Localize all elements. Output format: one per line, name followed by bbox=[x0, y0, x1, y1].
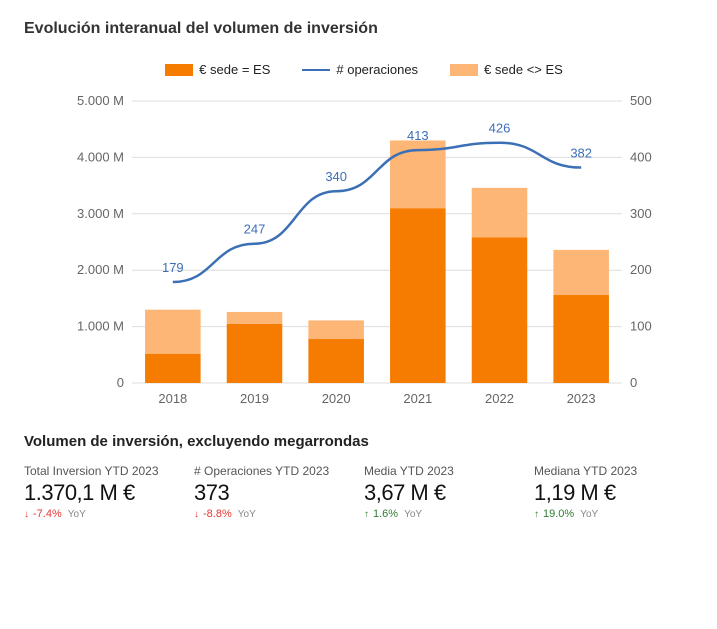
legend-label-ops: # operaciones bbox=[336, 62, 418, 77]
stat-change: ↑ 1.6% YoY bbox=[364, 508, 504, 520]
stat-label: Total Inversion YTD 2023 bbox=[24, 464, 164, 478]
stat-card: # Operaciones YTD 2023 373 ↓ -8.8% YoY bbox=[194, 464, 334, 520]
svg-text:100: 100 bbox=[630, 319, 652, 334]
page-title: Evolución interanual del volumen de inve… bbox=[24, 20, 693, 38]
ops-label: 413 bbox=[407, 128, 429, 143]
arrow-down-icon: ↓ bbox=[24, 509, 29, 520]
chart-legend: € sede = ES # operaciones € sede <> ES bbox=[54, 62, 674, 77]
stat-label: Mediana YTD 2023 bbox=[534, 464, 674, 478]
stat-label: # Operaciones YTD 2023 bbox=[194, 464, 334, 478]
stat-yoy: YoY bbox=[68, 509, 86, 520]
svg-text:200: 200 bbox=[630, 262, 652, 277]
stat-yoy: YoY bbox=[580, 509, 598, 520]
bar-noes bbox=[308, 320, 364, 339]
svg-text:1.000 M: 1.000 M bbox=[77, 319, 124, 334]
arrow-up-icon: ↑ bbox=[534, 509, 539, 520]
legend-swatch-ops bbox=[302, 69, 330, 71]
bar-es bbox=[390, 208, 446, 383]
stat-value: 3,67 M € bbox=[364, 480, 504, 506]
arrow-down-icon: ↓ bbox=[194, 509, 199, 520]
svg-text:3.000 M: 3.000 M bbox=[77, 206, 124, 221]
ops-label: 340 bbox=[325, 169, 347, 184]
svg-text:400: 400 bbox=[630, 149, 652, 164]
stat-change-pct: -7.4% bbox=[33, 508, 62, 520]
svg-text:2023: 2023 bbox=[567, 391, 596, 406]
subtitle: Volumen de inversión, excluyendo megarro… bbox=[24, 433, 693, 450]
stat-card: Media YTD 2023 3,67 M € ↑ 1.6% YoY bbox=[364, 464, 504, 520]
bar-noes bbox=[472, 188, 528, 238]
stat-change-pct: 19.0% bbox=[543, 508, 574, 520]
bar-noes bbox=[553, 250, 609, 295]
bar-noes bbox=[227, 312, 283, 324]
bar-es bbox=[145, 354, 201, 383]
stat-card: Total Inversion YTD 2023 1.370,1 M € ↓ -7.4… bbox=[24, 464, 164, 520]
chart-plot: 0 1.000 M 2.000 M 3.000 M 4.000 M 5.000 M 0 100… bbox=[54, 85, 674, 415]
svg-text:2.000 M: 2.000 M bbox=[77, 262, 124, 277]
bar-es bbox=[308, 339, 364, 383]
svg-text:2019: 2019 bbox=[240, 391, 269, 406]
stat-label: Media YTD 2023 bbox=[364, 464, 504, 478]
ops-label: 179 bbox=[162, 260, 184, 275]
legend-item-noes: € sede <> ES bbox=[450, 62, 563, 77]
stat-change: ↓ -8.8% YoY bbox=[194, 508, 334, 520]
svg-text:0: 0 bbox=[630, 375, 637, 390]
legend-item-ops: # operaciones bbox=[302, 62, 418, 77]
bar-noes bbox=[145, 310, 201, 354]
svg-text:2020: 2020 bbox=[322, 391, 351, 406]
stat-change-pct: 1.6% bbox=[373, 508, 398, 520]
bar-es bbox=[227, 324, 283, 383]
chart-svg: 0 1.000 M 2.000 M 3.000 M 4.000 M 5.000 M 0 100… bbox=[54, 85, 674, 415]
stat-yoy: YoY bbox=[404, 509, 422, 520]
arrow-up-icon: ↑ bbox=[364, 509, 369, 520]
svg-text:4.000 M: 4.000 M bbox=[77, 149, 124, 164]
bar-es bbox=[472, 237, 528, 383]
svg-text:500: 500 bbox=[630, 93, 652, 108]
stat-value: 1.370,1 M € bbox=[24, 480, 164, 506]
stat-change-pct: -8.8% bbox=[203, 508, 232, 520]
stat-change: ↓ -7.4% YoY bbox=[24, 508, 164, 520]
stat-change: ↑ 19.0% YoY bbox=[534, 508, 674, 520]
stats-row: Total Inversion YTD 2023 1.370,1 M € ↓ -7.4… bbox=[24, 464, 693, 520]
stat-yoy: YoY bbox=[238, 509, 256, 520]
svg-text:2018: 2018 bbox=[158, 391, 187, 406]
stat-card: Mediana YTD 2023 1,19 M € ↑ 19.0% YoY bbox=[534, 464, 674, 520]
container: Evolución interanual del volumen de inve… bbox=[0, 0, 717, 540]
ops-label: 382 bbox=[570, 146, 592, 161]
legend-label-es: € sede = ES bbox=[199, 62, 270, 77]
legend-swatch-es bbox=[165, 64, 193, 76]
bar-es bbox=[553, 295, 609, 383]
legend-item-es: € sede = ES bbox=[165, 62, 270, 77]
legend-label-noes: € sede <> ES bbox=[484, 62, 563, 77]
ops-label: 426 bbox=[489, 121, 511, 136]
legend-swatch-noes bbox=[450, 64, 478, 76]
svg-text:2022: 2022 bbox=[485, 391, 514, 406]
svg-text:300: 300 bbox=[630, 206, 652, 221]
ops-label: 247 bbox=[244, 222, 266, 237]
stat-value: 373 bbox=[194, 480, 334, 506]
svg-text:5.000 M: 5.000 M bbox=[77, 93, 124, 108]
stat-value: 1,19 M € bbox=[534, 480, 674, 506]
svg-text:0: 0 bbox=[117, 375, 124, 390]
chart-area: € sede = ES # operaciones € sede <> ES 0… bbox=[54, 62, 674, 415]
svg-text:2021: 2021 bbox=[403, 391, 432, 406]
